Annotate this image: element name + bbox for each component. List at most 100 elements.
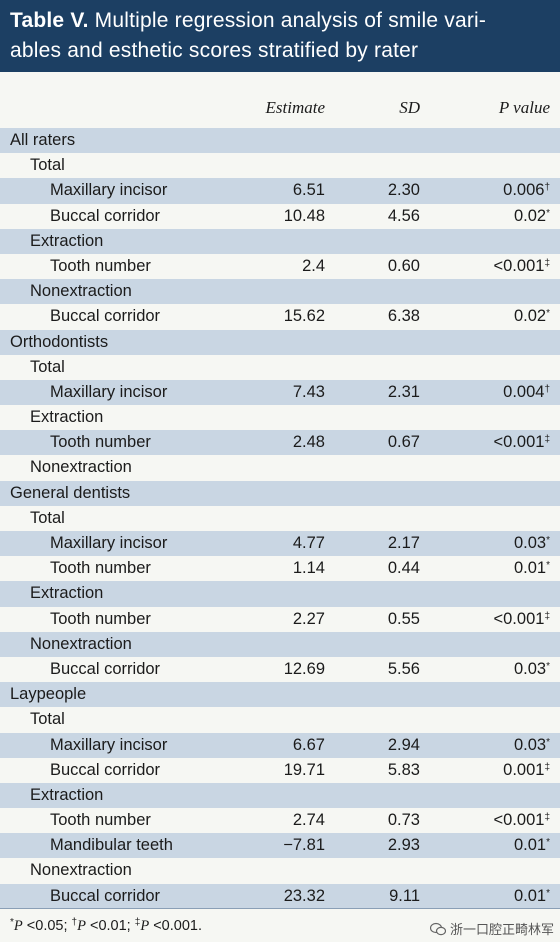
p-value: 0.01 <box>513 836 547 855</box>
significance-mark: ‡ <box>544 812 550 824</box>
row-label: Extraction <box>30 584 104 603</box>
row-label: General dentists <box>10 483 131 502</box>
group-label-row: Extraction <box>0 581 560 607</box>
table-row: Maxillary incisor 6.51 2.30 0.006† <box>0 178 560 204</box>
estimate-cell: 7.43 <box>292 382 325 401</box>
group-label-row: Nonextraction <box>0 279 560 305</box>
estimate-cell: 19.71 <box>283 760 325 779</box>
row-label: Total <box>30 710 65 729</box>
row-label: Buccal corridor <box>50 760 161 779</box>
estimate-cell: 15.62 <box>283 307 325 326</box>
row-label: Extraction <box>30 785 104 804</box>
p-value: 0.02 <box>513 307 547 326</box>
header-p-value: P value <box>498 98 550 117</box>
row-label: Tooth number <box>50 811 151 830</box>
row-label: Buccal corridor <box>50 659 161 678</box>
p-value-cell: 0.006† <box>440 178 560 203</box>
watermark: 浙一口腔正畸林军 <box>429 919 554 938</box>
row-label: Total <box>30 156 65 175</box>
significance-mark: * <box>546 560 550 572</box>
p-value-cell: <0.001‡ <box>440 808 560 833</box>
significance-mark: * <box>546 660 550 672</box>
row-label: Maxillary incisor <box>50 735 168 754</box>
row-label: Nonextraction <box>30 861 132 880</box>
p-value-cell: 0.001‡ <box>440 758 560 783</box>
group-label-row: Nonextraction <box>0 858 560 883</box>
table-row: Tooth number 2.74 0.73 <0.001‡ <box>0 808 560 833</box>
table-row: Tooth number 2.4 0.60 <0.001‡ <box>0 254 560 279</box>
row-label: Total <box>30 357 65 376</box>
group-label-row: Extraction <box>0 228 560 254</box>
table-row: Maxillary incisor 7.43 2.31 0.004† <box>0 379 560 406</box>
p-value-cell: 0.02* <box>440 204 560 229</box>
sd-cell: 5.83 <box>387 760 420 779</box>
group-label-row: Nonextraction <box>0 631 560 657</box>
p-value: 0.004 <box>503 382 545 401</box>
row-label: Tooth number <box>50 609 151 628</box>
sd-cell: 0.55 <box>387 609 420 628</box>
p-value: 0.03 <box>513 534 547 552</box>
group-label-row: Total <box>0 506 560 531</box>
row-label: Maxillary incisor <box>50 181 168 200</box>
estimate-cell: 2.4 <box>302 256 325 275</box>
group-label-row: Laypeople <box>0 682 560 708</box>
group-label-row: Total <box>0 707 560 732</box>
p-value: <0.001 <box>493 433 545 452</box>
row-label: Maxillary incisor <box>50 382 168 401</box>
p-value-cell: 0.03* <box>440 657 560 682</box>
group-label-row: Extraction <box>0 782 560 809</box>
group-label-row: Orthodontists <box>0 329 560 355</box>
estimate-cell: −7.81 <box>283 836 325 855</box>
watermark-text: 浙一口腔正畸林军 <box>449 922 554 937</box>
row-label: Laypeople <box>10 685 87 704</box>
sd-cell: 0.44 <box>387 559 420 578</box>
estimate-cell: 10.48 <box>283 206 325 225</box>
p-value: 0.03 <box>513 659 547 678</box>
estimate-cell: 6.67 <box>292 735 325 754</box>
p-value-cell: 0.01* <box>440 884 560 909</box>
header-sd: SD <box>399 98 420 117</box>
sd-cell: 0.60 <box>387 256 420 275</box>
p-value: 0.03 <box>513 735 547 754</box>
group-label-row: Nonextraction <box>0 455 560 480</box>
significance-mark: * <box>546 837 550 849</box>
row-label: Buccal corridor <box>50 206 161 225</box>
table-row: Buccal corridor 23.32 9.11 0.01* <box>0 883 560 909</box>
table-row: Buccal corridor 12.69 5.56 0.03* <box>0 657 560 682</box>
sd-cell: 6.38 <box>387 307 420 326</box>
header-estimate: Estimate <box>265 98 326 117</box>
column-header-row: Estimate SD P value <box>0 72 560 128</box>
significance-mark: † <box>544 182 550 194</box>
footnote: *P <0.05; †P <0.01; ‡P <0.001. <box>0 908 560 942</box>
table-row: Tooth number 2.48 0.67 <0.001‡ <box>0 430 560 456</box>
p-value-cell: <0.001‡ <box>440 607 560 632</box>
estimate-cell: 2.48 <box>292 433 325 452</box>
significance-mark: * <box>546 308 550 320</box>
estimate-cell: 1.14 <box>292 559 325 578</box>
row-label: Tooth number <box>50 433 151 452</box>
p-value: <0.001 <box>493 256 545 275</box>
table-body: All raters Total Maxillary incisor 6.51 2.30… <box>0 128 560 909</box>
row-label: Extraction <box>30 408 104 427</box>
row-label: Tooth number <box>50 559 151 578</box>
significance-mark: ‡ <box>544 434 550 446</box>
sd-cell: 4.56 <box>387 206 420 225</box>
sd-cell: 2.17 <box>387 534 420 552</box>
p-value: 0.01 <box>513 559 547 578</box>
row-label: Mandibular teeth <box>50 836 173 855</box>
group-label-row: Extraction <box>0 405 560 430</box>
sd-cell: 2.31 <box>387 382 420 401</box>
table-row: Buccal corridor 10.48 4.56 0.02* <box>0 204 560 229</box>
group-label-row: Total <box>0 355 560 380</box>
p-value-cell: <0.001‡ <box>440 254 560 279</box>
significance-mark: ‡ <box>544 257 550 269</box>
table-row: Maxillary incisor 6.67 2.94 0.03* <box>0 732 560 758</box>
table-title: Table V. Multiple regression analysis of… <box>0 0 560 72</box>
row-label: All raters <box>10 131 76 149</box>
estimate-cell: 2.27 <box>292 609 325 628</box>
sd-cell: 2.94 <box>387 735 420 754</box>
estimate-cell: 12.69 <box>283 659 325 678</box>
table-title-line-2: ables and esthetic scores stratified by … <box>10 39 419 62</box>
significance-mark: ‡ <box>544 761 550 773</box>
